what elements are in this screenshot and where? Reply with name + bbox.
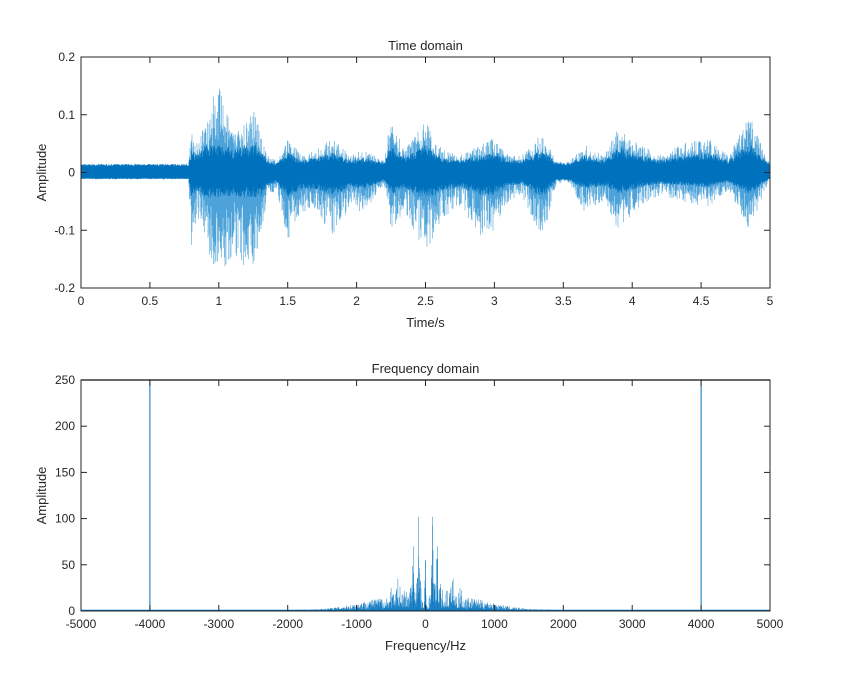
x-tick-label: 1000 [481,617,508,631]
x-tick-label: 2.5 [417,294,434,308]
x-tick-label: -2000 [272,617,303,631]
y-tick-label: 0 [68,166,75,180]
x-tick-label: 4 [629,294,636,308]
x-tick-label: 3000 [619,617,646,631]
x-tick-label: 4000 [688,617,715,631]
x-tick-label: 5000 [757,617,784,631]
x-tick-label: 0 [78,294,85,308]
x-tick-label: -1000 [341,617,372,631]
frequency-domain-title: Frequency domain [372,361,480,376]
x-tick-label: 1 [215,294,222,308]
x-tick-label: 2000 [550,617,577,631]
x-tick-label: -5000 [66,617,97,631]
x-tick-label: 3 [491,294,498,308]
x-tick-label: 3.5 [555,294,572,308]
y-tick-label: 150 [55,465,75,479]
y-tick-label: 200 [55,419,75,433]
y-tick-label: -0.2 [54,281,75,295]
x-tick-label: 2 [353,294,360,308]
time-domain-xlabel: Time/s [406,315,445,330]
frequency-domain-ylabel: Amplitude [34,467,49,525]
spectrum-trace [81,516,770,611]
x-tick-label: 0.5 [142,294,159,308]
x-tick-label: -4000 [135,617,166,631]
y-tick-label: 0 [68,604,75,618]
y-tick-label: -0.1 [54,223,75,237]
time-signal-core [81,145,770,198]
y-tick-label: 0.2 [58,50,75,64]
time-domain-axes: Time domain 0 0.5 1 1.5 2 2.5 3 3.5 4 4.5 5 -0.2 -0.… [34,38,774,330]
y-tick-label: 250 [55,373,75,387]
x-tick-label: -3000 [203,617,234,631]
frequency-domain-xlabel: Frequency/Hz [385,638,466,653]
x-tick-label: 4.5 [693,294,710,308]
time-domain-title: Time domain [388,38,463,53]
y-tick-label: 50 [62,558,76,572]
y-tick-label: 100 [55,512,75,526]
x-tick-label: 1.5 [279,294,296,308]
y-tick-label: 0.1 [58,108,75,122]
x-tick-label: 5 [767,294,774,308]
frequency-domain-axes: Frequency domain -5000 -4000 -3000 -2000 -10… [34,361,784,653]
time-domain-ylabel: Amplitude [34,144,49,202]
x-tick-label: 0 [422,617,429,631]
